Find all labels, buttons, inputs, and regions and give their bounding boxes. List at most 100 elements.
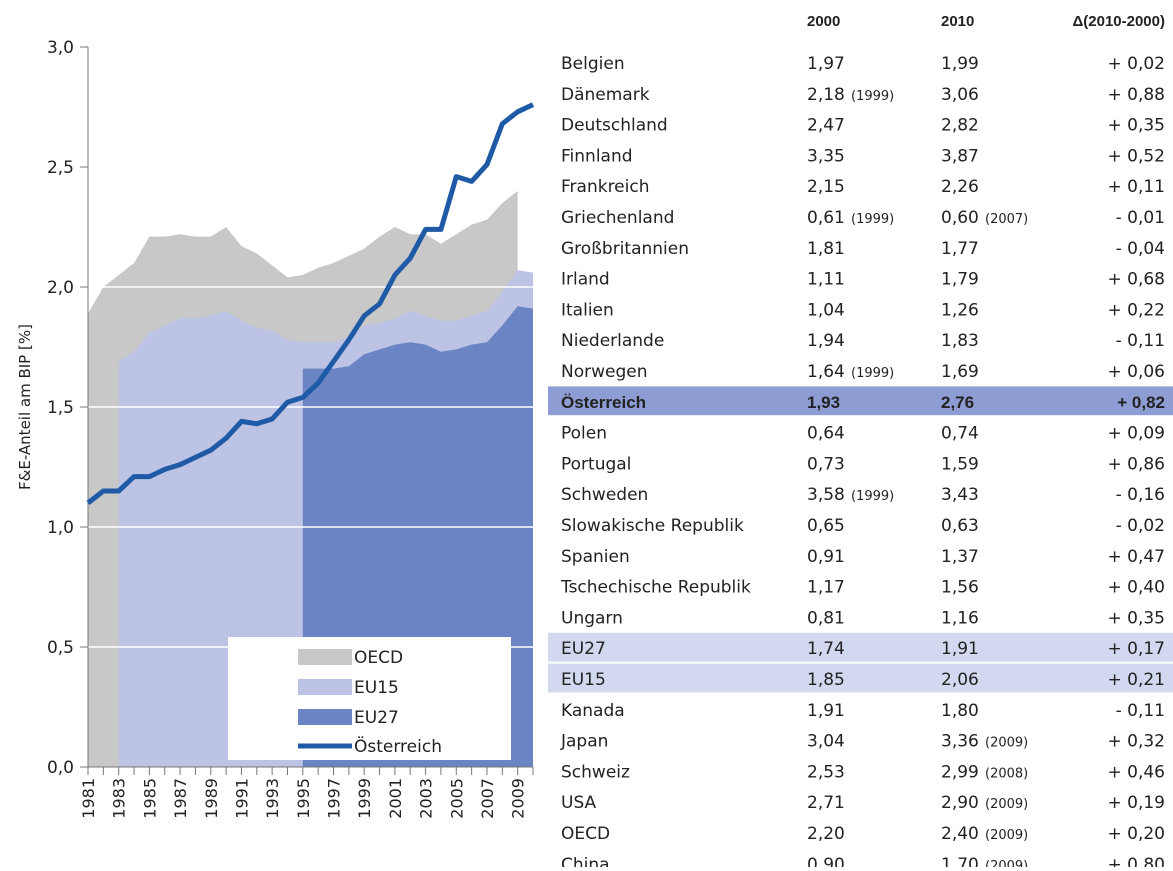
- legend-label: OECD: [354, 648, 403, 668]
- value-2010: 3,36: [941, 732, 979, 752]
- value-2010: 1,70: [941, 855, 979, 867]
- value-2000: 0,81: [807, 608, 845, 628]
- value-2010: 1,79: [941, 270, 979, 290]
- value-2000: 0,90: [807, 855, 845, 867]
- delta: + 0,46: [1108, 762, 1166, 782]
- delta: - 0,01: [1116, 208, 1165, 228]
- x-tick-label: 2001: [386, 778, 405, 819]
- value-2010: 2,82: [941, 116, 979, 136]
- country: Schweiz: [561, 762, 630, 782]
- x-tick-label: 1999: [355, 778, 374, 819]
- country: Italien: [561, 300, 614, 320]
- legend-swatch: [298, 709, 352, 725]
- note: (2009): [985, 736, 1028, 751]
- y-tick-label: 1,5: [47, 398, 74, 418]
- delta: - 0,11: [1116, 331, 1165, 351]
- value-2000: 2,71: [807, 793, 845, 813]
- x-tick-label: 2009: [509, 778, 528, 819]
- x-tick-label: 1991: [232, 778, 251, 819]
- value-2000: 2,15: [807, 177, 845, 197]
- delta: - 0,16: [1116, 485, 1165, 505]
- y-tick-label: 0,0: [47, 758, 74, 778]
- country: Tschechische Republik: [560, 578, 751, 598]
- y-tick-label: 1,0: [47, 518, 74, 538]
- value-2000: 1,17: [807, 578, 845, 598]
- legend-label: Österreich: [354, 735, 442, 757]
- value-2010: 1,56: [941, 578, 979, 598]
- x-tick-label: 1997: [325, 778, 344, 819]
- row-highlight: [548, 663, 1173, 693]
- country: Niederlande: [561, 331, 664, 351]
- country: Schweden: [561, 485, 648, 505]
- country: EU15: [561, 670, 606, 690]
- country: Norwegen: [561, 362, 648, 382]
- value-2010: 1,37: [941, 547, 979, 567]
- x-tick-label: 2007: [478, 778, 497, 819]
- country: Irland: [561, 270, 610, 290]
- value-2000: 3,04: [807, 732, 845, 752]
- value-2010: 3,87: [941, 146, 979, 166]
- line: [86, 102, 535, 505]
- country: USA: [561, 793, 597, 813]
- legend-label: EU15: [354, 678, 399, 698]
- x-tick-label: 2003: [417, 778, 436, 819]
- country: OECD: [561, 824, 610, 844]
- value-2010: 0,63: [941, 516, 979, 536]
- value-2000: 0,64: [807, 424, 845, 444]
- delta: + 0,68: [1108, 270, 1166, 290]
- delta: + 0,11: [1108, 177, 1166, 197]
- country: Japan: [560, 732, 608, 752]
- delta: + 0,52: [1108, 146, 1166, 166]
- delta: + 0,47: [1108, 547, 1166, 567]
- value-2010: 3,06: [941, 85, 979, 105]
- value-2000: 2,18: [807, 85, 845, 105]
- delta: - 0,02: [1116, 516, 1165, 536]
- country: Slowakische Republik: [561, 516, 744, 536]
- country: Polen: [561, 424, 607, 444]
- note: (2008): [985, 766, 1028, 781]
- delta: + 0,86: [1108, 454, 1166, 474]
- value-2010: 1,99: [941, 54, 979, 74]
- x-tick-label: 1983: [110, 778, 129, 819]
- value-2000: 1,97: [807, 54, 845, 74]
- country: EU27: [561, 639, 606, 659]
- x-tick-label: 1995: [294, 778, 313, 819]
- delta: + 0,40: [1108, 578, 1166, 598]
- country: Österreich: [561, 393, 646, 412]
- x-tick-label: 1993: [263, 778, 282, 819]
- country: Griechenland: [561, 208, 674, 228]
- y-axis-label: F&E-Anteil am BIP [%]: [16, 324, 34, 490]
- value-2000: 2,47: [807, 116, 845, 136]
- value-2000: 1,11: [807, 270, 845, 290]
- x-tick-label: 2005: [447, 778, 466, 819]
- value-2010: 1,16: [941, 608, 979, 628]
- delta: + 0,35: [1108, 116, 1166, 136]
- y-tick-label: 2,5: [47, 158, 74, 178]
- delta: + 0,19: [1108, 793, 1166, 813]
- column-header: 2000: [807, 13, 840, 30]
- value-2000: 0,73: [807, 454, 845, 474]
- value-2000: 2,53: [807, 762, 845, 782]
- delta: - 0,11: [1116, 701, 1165, 721]
- value-2010: 1,77: [941, 239, 979, 259]
- country: Finnland: [561, 146, 633, 166]
- y-tick-label: 3,0: [47, 38, 74, 58]
- legend-label: EU27: [354, 708, 399, 728]
- country: Ungarn: [561, 608, 623, 628]
- value-2010: 2,40: [941, 824, 979, 844]
- country: Großbritannien: [561, 239, 689, 259]
- value-2000: 1,85: [807, 670, 845, 690]
- delta: + 0,35: [1108, 608, 1166, 628]
- country: Frankreich: [561, 177, 650, 197]
- country: Kanada: [561, 701, 625, 721]
- value-2010: 1,80: [941, 701, 979, 721]
- note: (1999): [851, 212, 894, 227]
- value-2010: 0,60: [941, 208, 979, 228]
- value-2010: 3,43: [941, 485, 979, 505]
- value-2010: 2,90: [941, 793, 979, 813]
- value-2000: 1,93: [807, 393, 840, 412]
- value-2000: 1,81: [807, 239, 845, 259]
- note: (1999): [851, 366, 894, 381]
- country: Dänemark: [561, 85, 650, 105]
